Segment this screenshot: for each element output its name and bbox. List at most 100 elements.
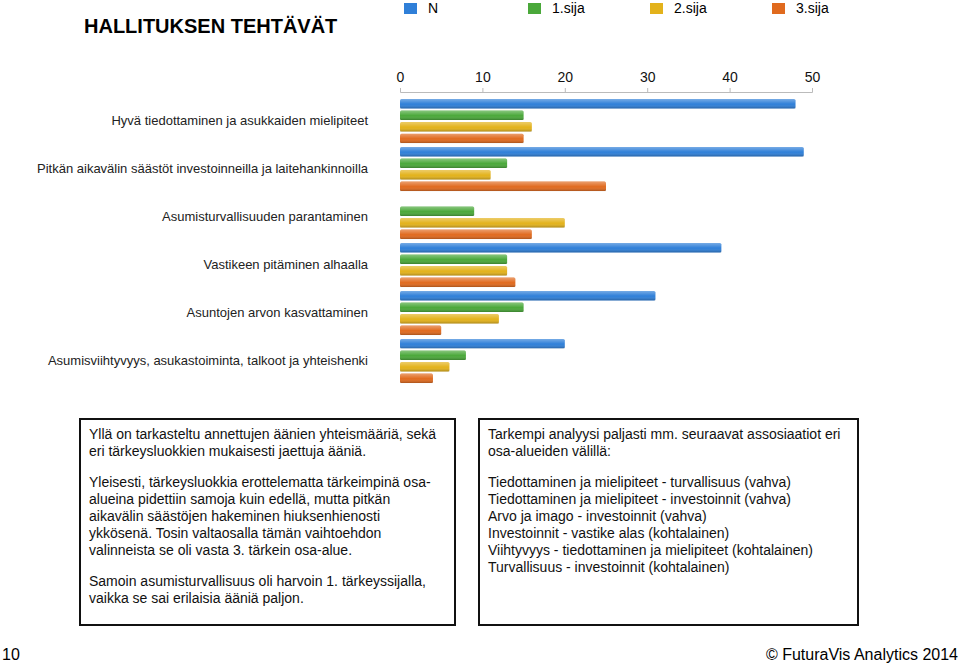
bar [400,99,796,108]
bar [400,374,433,383]
x-tick-mark [647,88,648,92]
y-tick: Asumisviihtyvyys, asukastoiminta, talkoo… [48,353,368,368]
x-tick: 50 [805,69,821,92]
y-tick-label: Asuntojen arvon kasvattaminen [187,305,368,320]
bar-shading [400,147,804,156]
bar-shading [400,111,524,120]
paragraph: Yleisesti, tärkeysluokkia erottelematta … [89,474,446,559]
association: Turvallisuus - investoinnit (kohtalainen… [488,559,849,576]
x-tick-label: 10 [475,69,491,85]
bar-shading [400,159,507,168]
legend-label: 1.sija [552,0,585,16]
x-tick-label: 40 [722,69,738,85]
x-tick-label: 30 [640,69,656,85]
bar [400,339,565,348]
x-axis-line [401,88,813,93]
bar [400,122,532,131]
bar-shading [400,218,565,227]
y-tick-label: Pitkän aikavälin säästöt investoinneilla… [37,161,369,176]
legend-swatch [650,3,663,14]
bar-shading [400,278,515,287]
bar-shading [400,314,499,323]
bar [400,218,565,227]
y-axis: Hyvä tiedottaminen ja asukkaiden mielipi… [37,113,369,368]
text-box: Yllä on tarkasteltu annettujen äänien yh… [79,418,456,626]
bar [400,206,474,215]
bar [400,291,655,300]
y-tick-label: Asumisviihtyvyys, asukastoiminta, talkoo… [48,353,368,368]
bar-shading [400,362,449,371]
x-tick-mark [565,88,566,92]
title: HALLITUKSEN TEHTÄVÄT [84,15,337,37]
bar-shading [400,170,491,179]
bar-shading [400,243,721,252]
bar-shading [400,339,565,348]
bar [400,243,721,252]
bar [400,302,524,311]
bar [400,147,804,156]
bar [400,326,441,335]
footer: © FuturaVis Analytics 2014 [766,646,958,663]
association: Viihtyvyys - tiedottaminen ja mielipitee… [488,542,849,559]
text-box: Tarkempi analyysi paljasti mm. seuraavat… [478,418,859,626]
bar-shading [400,291,655,300]
bar [400,111,524,120]
bar [400,350,466,359]
legend-entry: N [404,0,438,16]
bar [400,362,449,371]
bar [400,134,524,143]
x-tick-mark [730,88,731,92]
bar-shading [400,122,532,131]
bar-shading [400,266,507,275]
bar [400,266,507,275]
bar-shading [400,374,433,383]
legend-swatch [772,3,785,14]
x-tick-mark [812,88,813,92]
bar-shading [400,99,796,108]
legend-label: 3.sija [796,0,829,16]
x-tick: 10 [475,69,491,92]
association: Tiedottaminen ja mielipiteet - turvallis… [488,474,849,491]
page-number: 10 [2,646,20,663]
y-tick-label: Asumisturvallisuuden parantaminen [162,209,368,224]
bar [400,230,532,239]
bars [400,99,804,383]
bar-shading [400,302,524,311]
bar [400,254,507,263]
legend-label: 2.sija [674,0,707,16]
legend-entry: 1.sija [528,0,585,16]
x-tick-label: 0 [397,69,405,85]
y-tick-label: Vastikeen pitäminen alhaalla [203,257,368,272]
paragraph: Yllä on tarkasteltu annettujen äänien yh… [89,426,446,460]
x-tick: 30 [640,69,656,92]
paragraph: Samoin asumisturvallisuus oli harvoin 1.… [89,573,446,607]
association: Tiedottaminen ja mielipiteet - investoin… [488,491,849,508]
bar-shading [400,206,474,215]
legend-entry: 3.sija [772,0,829,16]
legend-label: N [428,0,438,16]
x-axis: 0 10 20 30 40 50 [397,69,821,93]
bar-shading [400,350,466,359]
y-tick: Asumisturvallisuuden parantaminen [162,209,368,224]
x-tick-mark [400,88,401,92]
bar [400,182,606,191]
bar-shading [400,182,606,191]
y-tick: Asuntojen arvon kasvattaminen [187,305,368,320]
x-tick-label: 20 [558,69,574,85]
y-tick: Vastikeen pitäminen alhaalla [203,257,368,272]
legend-entry: 2.sija [650,0,707,16]
association: Arvo ja imago - investoinnit (vahva) [488,508,849,525]
bar [400,278,515,287]
bar-shading [400,134,524,143]
x-tick: 0 [397,69,405,92]
bar-shading [400,326,441,335]
bar [400,170,491,179]
legend-swatch [404,3,417,14]
y-tick-label: Hyvä tiedottaminen ja asukkaiden mielipi… [111,113,368,128]
x-tick-label: 50 [805,69,821,85]
y-tick: Hyvä tiedottaminen ja asukkaiden mielipi… [111,113,368,128]
bar [400,314,499,323]
association: Investoinnit - vastike alas (kohtalainen… [488,525,849,542]
bar-shading [400,254,507,263]
x-tick-mark [482,88,483,92]
